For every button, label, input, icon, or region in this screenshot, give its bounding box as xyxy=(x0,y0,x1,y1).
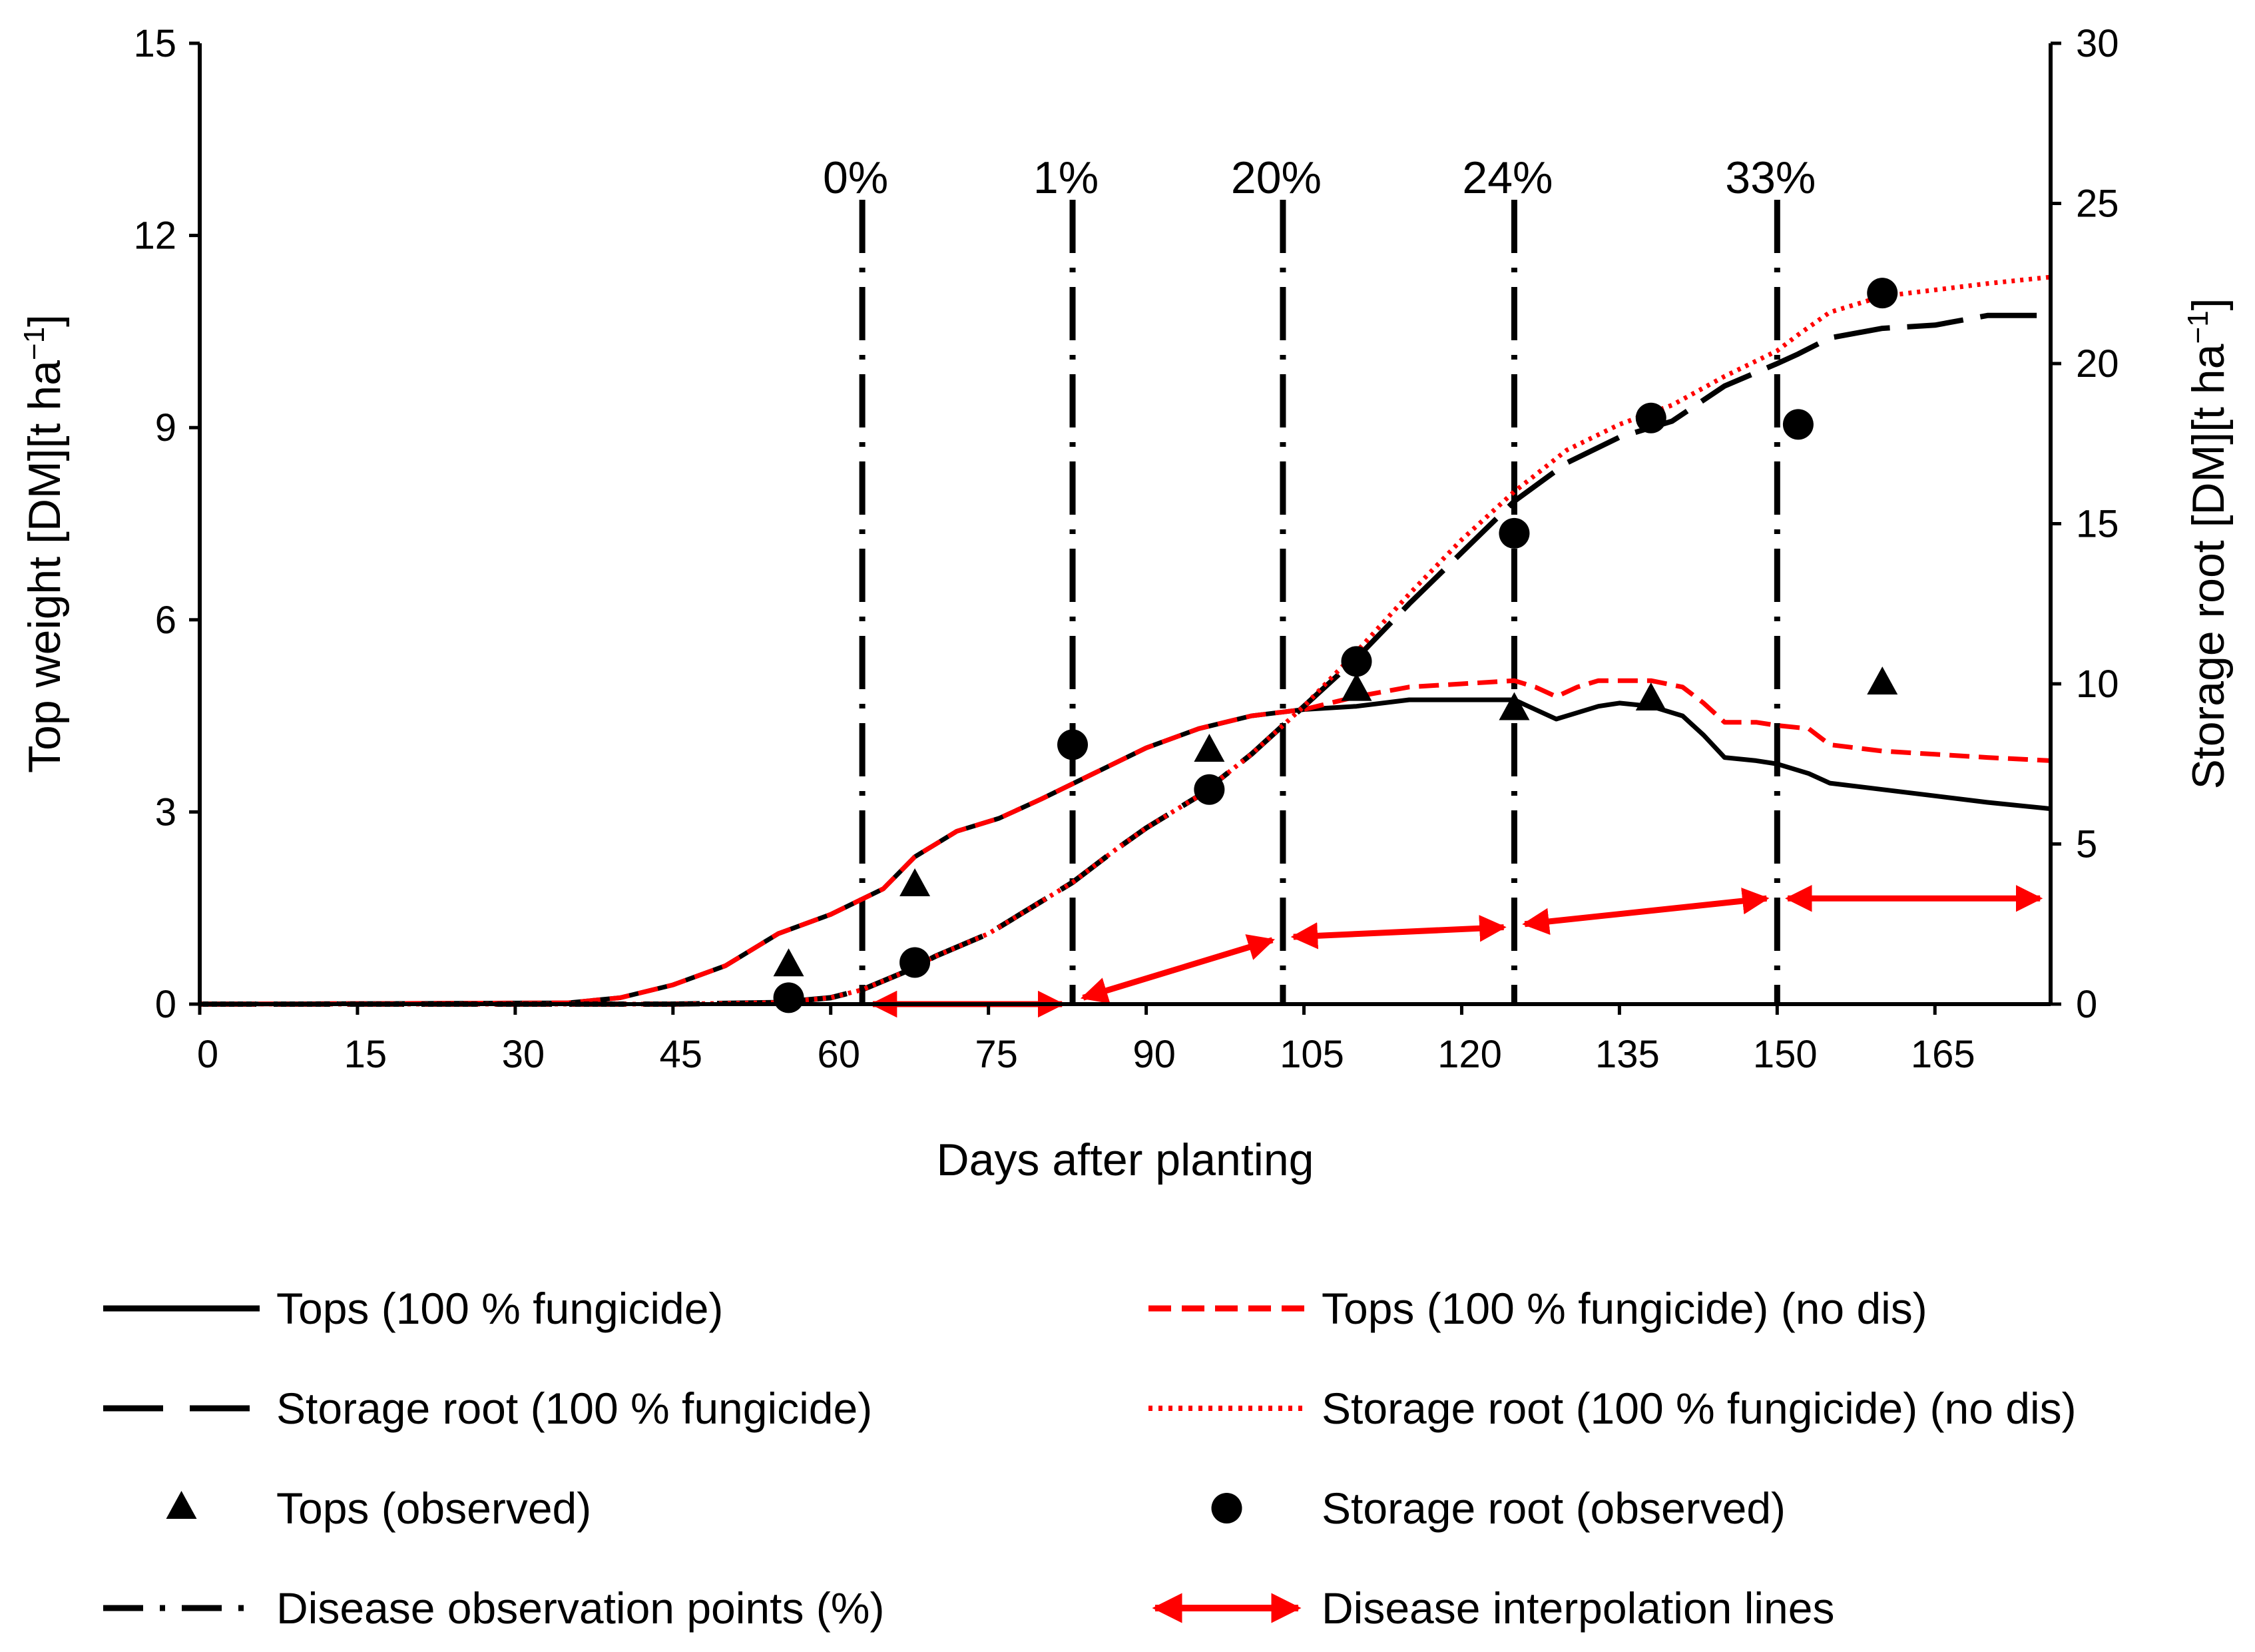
interpolation-arrow xyxy=(1290,914,1507,950)
y-left-tick-label: 9 xyxy=(155,406,176,449)
x-tick-label: 0 xyxy=(197,1033,218,1076)
observed-root-point xyxy=(1635,402,1666,433)
legend-item: Tops (100 % fungicide) xyxy=(103,1284,723,1333)
x-tick-label: 120 xyxy=(1437,1033,1502,1076)
observed-root-point xyxy=(773,982,804,1013)
disease-percent-label: 24% xyxy=(1462,152,1553,203)
y-right-tick-label: 20 xyxy=(2076,342,2119,386)
x-tick-label: 150 xyxy=(1753,1033,1818,1076)
legend-swatch-circle xyxy=(1211,1493,1242,1523)
y-right-tick-label: 15 xyxy=(2076,503,2119,546)
legend-item: Tops (100 % fungicide) (no dis) xyxy=(1148,1284,1927,1333)
observed-root-point xyxy=(1782,409,1814,440)
observed-tops-point xyxy=(1499,692,1530,720)
disease-percent-label: 33% xyxy=(1725,152,1816,203)
observed-root-point xyxy=(1867,278,1898,309)
series-line-solid xyxy=(199,697,2051,1007)
y-left-tick-label: 12 xyxy=(133,214,176,258)
y-axis-left-title: Top weight [DM][t ha−1] xyxy=(18,314,71,773)
y-axis-right-title: Storage root [DM][t ha−1] xyxy=(2182,298,2234,789)
y-right-tick-label: 25 xyxy=(2076,182,2119,226)
legend-label: Storage root (observed) xyxy=(1322,1484,1786,1533)
observed-tops-point xyxy=(1341,673,1372,701)
series-line-dotted xyxy=(200,274,2051,1007)
x-tick-label: 90 xyxy=(1132,1033,1176,1076)
y-right-tick-label: 30 xyxy=(2076,22,2119,65)
interpolation-arrow xyxy=(1080,934,1276,1004)
observed-root-point xyxy=(1499,517,1530,549)
x-tick-label: 15 xyxy=(344,1033,387,1076)
legend-label: Disease interpolation lines xyxy=(1322,1583,1834,1633)
legend-label: Disease observation points (%) xyxy=(276,1583,884,1633)
legend-item: Tops (observed) xyxy=(166,1484,591,1533)
x-tick-label: 60 xyxy=(817,1033,860,1076)
observed-root-point xyxy=(1057,729,1089,760)
y-left-tick-label: 6 xyxy=(155,599,176,642)
axes: 0 15 30 45 60 75 90 105 120 135 150 165036912150510… xyxy=(18,22,2234,1185)
disease-percent-label: 0% xyxy=(823,152,888,203)
x-tick-label: 135 xyxy=(1595,1033,1660,1076)
legend-label: Tops (100 % fungicide) (no dis) xyxy=(1322,1284,1927,1333)
legend-item: Storage root (100 % fungicide) (no dis) xyxy=(1148,1384,2077,1433)
disease-percent-label: 1% xyxy=(1033,152,1099,203)
legend-swatch-triangle xyxy=(166,1491,197,1519)
x-tick-label: 45 xyxy=(660,1033,703,1076)
observed-tops-point xyxy=(899,868,931,897)
observed-root-point xyxy=(1341,646,1372,677)
plot-area: 0% 1% 20% 24% 33% xyxy=(199,152,2051,1018)
y-left-tick-label: 3 xyxy=(155,790,176,834)
x-tick-label: 75 xyxy=(975,1033,1018,1076)
disease-percent-label: 20% xyxy=(1231,152,1322,203)
x-tick-label: 30 xyxy=(502,1033,545,1076)
observed-root-point xyxy=(1194,774,1225,805)
legend: Tops (100 % fungicide) Tops (100 % fungic… xyxy=(103,1284,2077,1633)
y-right-tick-label: 10 xyxy=(2076,663,2119,706)
observed-root-point xyxy=(899,947,931,978)
observed-tops-point xyxy=(1867,667,1898,694)
series-line-dashed xyxy=(199,678,2051,1007)
legend-item: Storage root (observed) xyxy=(1211,1484,1786,1533)
x-tick-label: 105 xyxy=(1280,1033,1344,1076)
legend-item: Disease interpolation lines xyxy=(1152,1583,1834,1633)
x-axis-title: Days after planting xyxy=(937,1135,1314,1185)
legend-item: Storage root (100 % fungicide) xyxy=(103,1384,872,1433)
series-line-longdash xyxy=(200,312,2051,1007)
observed-tops-point xyxy=(1635,683,1666,711)
observed-tops-point xyxy=(773,948,804,977)
y-left-tick-label: 15 xyxy=(133,22,176,65)
legend-item: Disease observation points (%) xyxy=(103,1583,884,1633)
legend-label: Tops (100 % fungicide) xyxy=(276,1284,723,1333)
legend-label: Tops (observed) xyxy=(276,1484,591,1533)
y-right-tick-label: 0 xyxy=(2076,983,2097,1026)
legend-label: Storage root (100 % fungicide) (no dis) xyxy=(1322,1384,2077,1433)
y-left-tick-label: 0 xyxy=(155,983,176,1026)
interpolation-arrow xyxy=(1522,887,1770,936)
x-tick-label: 165 xyxy=(1911,1033,1975,1076)
observed-tops-point xyxy=(1194,734,1225,762)
legend-label: Storage root (100 % fungicide) xyxy=(276,1384,872,1433)
y-right-tick-label: 5 xyxy=(2076,823,2097,866)
